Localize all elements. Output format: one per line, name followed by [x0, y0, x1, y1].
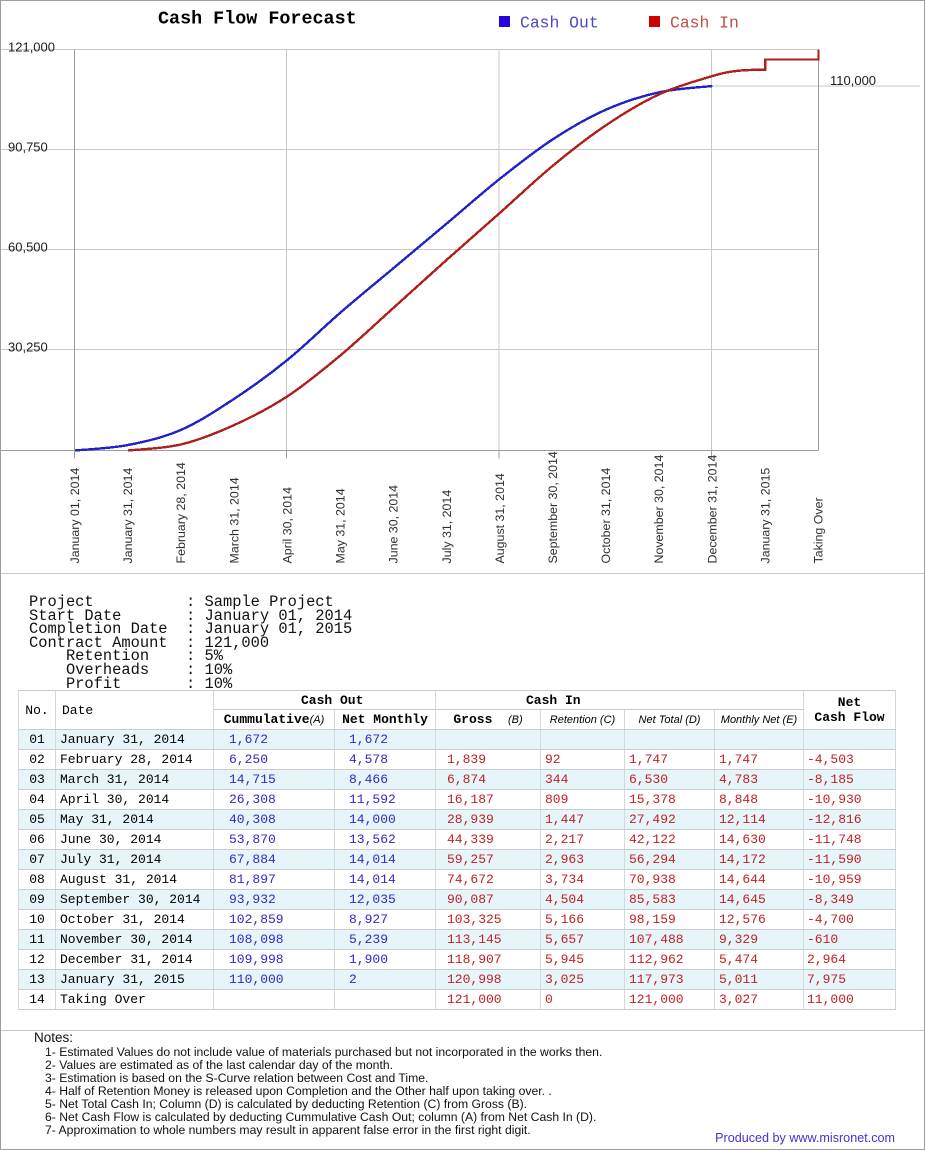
svg-text:90,750: 90,750 — [8, 140, 48, 155]
svg-text:January 31, 2015: January 31, 2015 — [758, 468, 772, 564]
svg-text:Cash In: Cash In — [670, 14, 739, 33]
svg-text:January 01, 2014: January 01, 2014 — [68, 468, 82, 564]
svg-text:Cash Flow Forecast: Cash Flow Forecast — [158, 9, 357, 30]
svg-text:September 30, 2014: September 30, 2014 — [546, 451, 560, 563]
svg-text:August 31, 2014: August 31, 2014 — [493, 473, 507, 563]
svg-text:May 31, 2014: May 31, 2014 — [334, 488, 348, 563]
svg-text:February 28, 2014: February 28, 2014 — [174, 462, 188, 563]
svg-text:110,000: 110,000 — [830, 73, 876, 88]
svg-text:30,250: 30,250 — [8, 340, 48, 355]
svg-text:December 31, 2014: December 31, 2014 — [705, 455, 719, 564]
svg-text:June 30, 2014: June 30, 2014 — [387, 485, 401, 564]
svg-text:Cash Out: Cash Out — [520, 14, 599, 33]
svg-text:121,000: 121,000 — [8, 40, 55, 55]
svg-text:November 30, 2014: November 30, 2014 — [652, 455, 666, 564]
svg-text:March 31, 2014: March 31, 2014 — [227, 477, 241, 563]
svg-text:April 30, 2014: April 30, 2014 — [280, 487, 294, 564]
svg-text:Taking Over: Taking Over — [812, 497, 826, 563]
svg-text:January 31, 2014: January 31, 2014 — [121, 468, 135, 564]
svg-text:60,500: 60,500 — [8, 240, 48, 255]
svg-text:July 31, 2014: July 31, 2014 — [440, 490, 454, 564]
svg-text:October 31, 2014: October 31, 2014 — [599, 468, 613, 564]
